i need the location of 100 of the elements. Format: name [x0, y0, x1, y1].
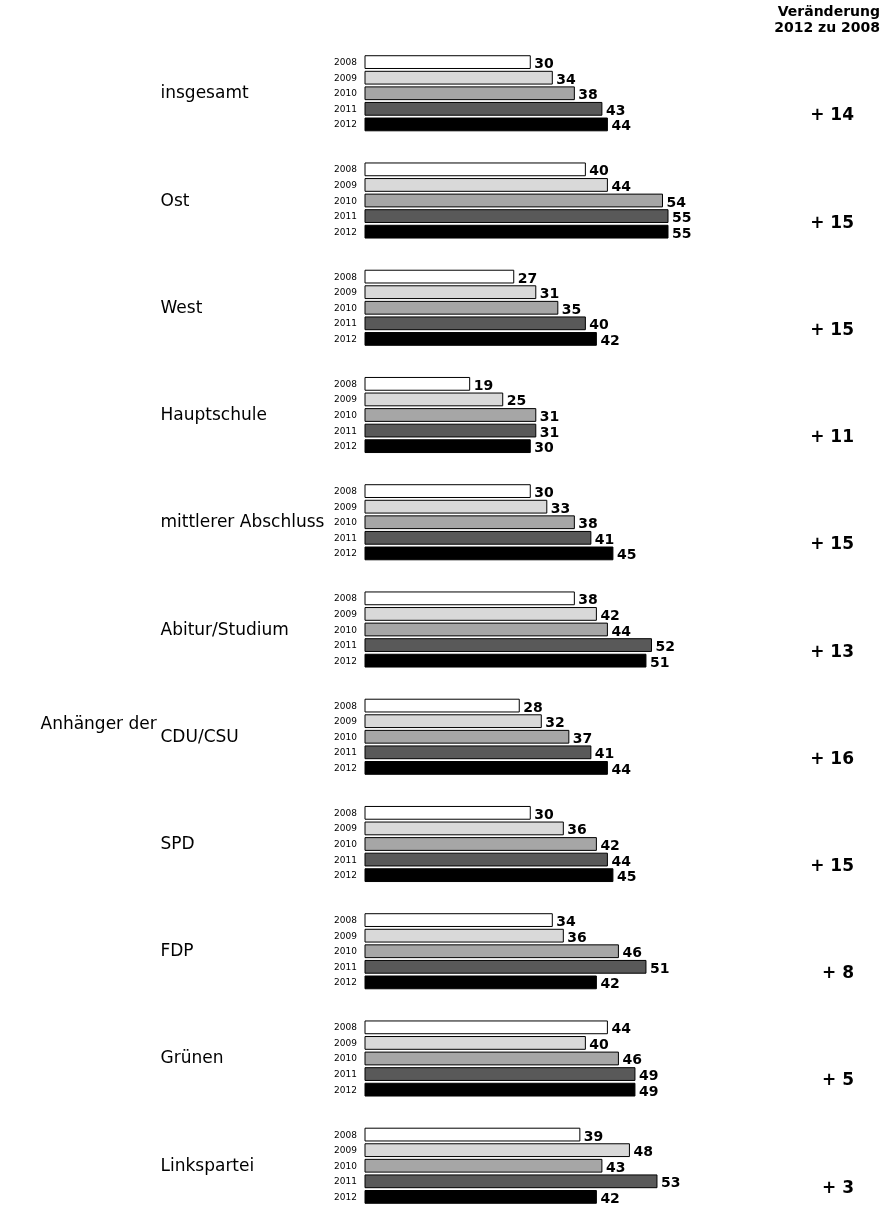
text: 2009	[334, 394, 357, 405]
text: 2011	[334, 961, 357, 972]
text: 2012	[334, 1084, 357, 1095]
text: 2009	[334, 501, 357, 512]
data-label: 36	[567, 821, 587, 838]
data-label: 19	[473, 376, 494, 393]
text: Veränderung 2012 zu 2008	[774, 3, 880, 35]
text: 2011	[334, 211, 357, 222]
data-label: 31	[539, 285, 560, 302]
text: 2010	[334, 946, 357, 957]
text: 2011	[334, 854, 357, 865]
data-label: 35	[561, 300, 582, 317]
data-label: 49	[638, 1067, 659, 1084]
text: 2009	[334, 716, 357, 727]
text: + 8	[822, 962, 854, 983]
bar	[364, 1190, 597, 1204]
data-label: 44	[611, 852, 632, 869]
y-tick-label: insgesamt	[160, 82, 249, 103]
text: 2010	[334, 195, 357, 206]
data-label: 55	[672, 209, 692, 226]
data-label: 53	[660, 1174, 681, 1191]
text: 2008	[334, 807, 357, 818]
bar	[364, 761, 608, 775]
data-label: 33	[550, 499, 571, 516]
y-axis-title: Anhänger der	[40, 712, 157, 733]
text: 2011	[334, 1176, 357, 1187]
data-label: 40	[589, 316, 610, 333]
text: 2009	[334, 179, 357, 190]
bar	[364, 591, 575, 606]
data-label: 30	[534, 805, 555, 822]
bar	[364, 837, 597, 851]
text: + 15	[810, 533, 854, 554]
text: + 11	[810, 426, 854, 446]
text: 2012	[334, 441, 357, 452]
bar	[364, 1082, 636, 1097]
series-label: 2009	[334, 72, 358, 83]
text: 2009	[334, 930, 357, 941]
text: 2010	[334, 839, 357, 849]
bar	[364, 332, 597, 346]
y-tick-label: West	[160, 296, 203, 317]
text: 2010	[334, 1160, 357, 1171]
bar	[364, 653, 647, 668]
y-tick-label: CDU/CSU	[160, 725, 239, 746]
text: 2010	[334, 624, 357, 635]
text: 2011	[334, 640, 357, 651]
text: 2008	[334, 1129, 357, 1140]
y-tick-label: Abitur/Studium	[160, 618, 289, 639]
text: + 15	[810, 211, 854, 232]
data-label: 30	[534, 484, 555, 501]
data-label: 42	[600, 975, 620, 992]
data-label: 44	[611, 760, 632, 777]
text: 2008	[334, 378, 357, 389]
data-label: 41	[594, 530, 615, 547]
text: 2012	[334, 655, 357, 666]
text: 2008	[334, 1022, 357, 1033]
text: + 15	[810, 318, 854, 339]
data-label: 28	[523, 698, 543, 715]
data-label: 55	[672, 224, 692, 241]
text: + 3	[822, 1176, 854, 1197]
text: 2012	[334, 977, 357, 988]
text: 2012	[334, 333, 357, 344]
data-label: 42	[600, 1189, 620, 1206]
data-label: 54	[666, 193, 687, 210]
data-label: 38	[578, 591, 598, 608]
series-label: 2010	[334, 88, 358, 99]
text: 2010	[334, 1053, 357, 1064]
text: 2011	[334, 532, 357, 543]
data-label: 51	[649, 959, 670, 976]
data-label: 45	[616, 868, 637, 885]
data-label: 43	[605, 1158, 626, 1175]
y-tick-label: Hauptschule	[160, 404, 267, 424]
y-tick-label: Ost	[160, 189, 190, 210]
data-label: 31	[539, 408, 560, 424]
data-label: 39	[583, 1127, 604, 1144]
text: 2010	[334, 517, 357, 528]
text: + 14	[810, 104, 855, 125]
text: 2009	[334, 823, 357, 834]
text: 2011	[334, 747, 357, 758]
data-label: 45	[616, 546, 637, 563]
y-tick-label: Grünen	[160, 1047, 224, 1068]
text: 2008	[334, 700, 357, 711]
series-label: 2011	[334, 103, 357, 114]
text: + 15	[810, 855, 854, 875]
data-label: 38	[578, 86, 598, 103]
bar	[364, 55, 531, 69]
bar	[364, 162, 586, 177]
text: 2009	[334, 1145, 357, 1156]
series-label: 2012	[334, 119, 357, 130]
series-label: 2008	[334, 57, 358, 68]
data-label: 41	[594, 745, 615, 762]
data-label: 42	[600, 837, 620, 853]
text: + 16	[810, 747, 854, 768]
text: 2010	[334, 302, 357, 313]
data-label: 30	[534, 439, 555, 456]
text: 2012	[334, 226, 357, 237]
text: 2008	[334, 593, 357, 604]
text: 2011	[334, 1069, 357, 1080]
text: 2012	[334, 1191, 357, 1202]
bar	[364, 224, 669, 239]
text: 2011	[334, 425, 357, 436]
